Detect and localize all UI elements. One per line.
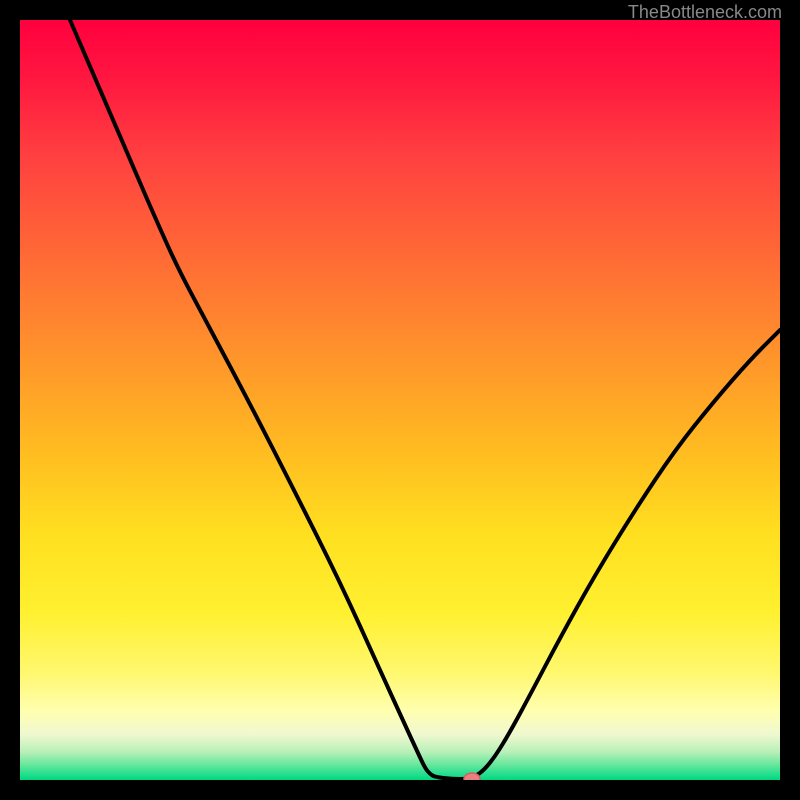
chart-plot-area bbox=[20, 20, 780, 780]
optimal-point-marker bbox=[464, 773, 480, 780]
watermark-text: TheBottleneck.com bbox=[628, 2, 782, 23]
bottleneck-curve bbox=[20, 20, 780, 780]
